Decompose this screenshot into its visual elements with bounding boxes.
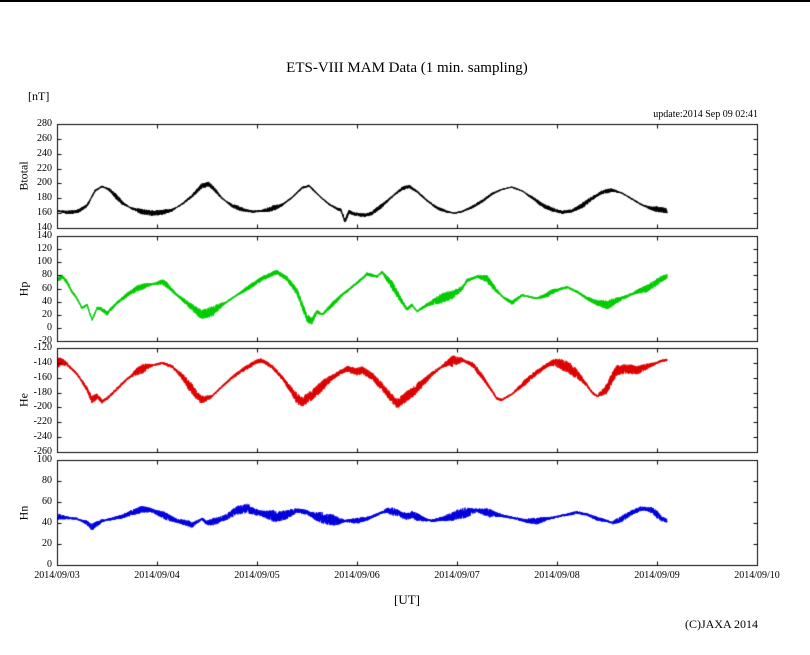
copyright-label: (C)JAXA 2014 (684, 617, 758, 631)
y-tick-label: -120 (33, 342, 52, 353)
chart-title: ETS-VIII MAM Data (1 min. sampling) (286, 60, 528, 76)
y-tick-label: 40 (42, 517, 52, 528)
y-tick-label: -200 (33, 401, 52, 413)
y-tick-label: 140 (37, 222, 52, 233)
y-tick-label: -140 (33, 356, 52, 368)
y-tick-label: 20 (42, 308, 52, 320)
y-tick-label: 60 (42, 496, 52, 507)
y-tick-label: 220 (37, 162, 52, 174)
y-tick-label: 0 (47, 321, 52, 333)
x-axis-label: [UT] (394, 592, 420, 607)
x-tick-label: 2014/09/08 (534, 570, 580, 581)
y-tick-label: -160 (33, 371, 52, 383)
y-tick-label: 60 (42, 282, 52, 294)
x-tick-label: 2014/09/03 (34, 570, 80, 581)
y-tick-label: -240 (33, 431, 52, 443)
y-tick-label: 20 (42, 538, 52, 549)
y-tick-label: -180 (33, 386, 52, 398)
y-tick-label: -260 (33, 446, 52, 457)
y-tick-label: 180 (37, 192, 52, 204)
y-tick-label: -20 (38, 335, 52, 346)
y-unit-label: [nT] (28, 89, 50, 103)
x-tick-label: 2014/09/05 (234, 570, 280, 581)
x-tick-label: 2014/09/10 (734, 570, 780, 581)
y-tick-label: 140 (37, 230, 52, 241)
y-tick-label: 40 (42, 295, 52, 307)
y-tick-label: 120 (37, 243, 52, 255)
y-tick-label: 0 (47, 559, 52, 570)
x-tick-label: 2014/09/07 (434, 570, 480, 581)
update-timestamp: update:2014 Sep 09 02:41 (653, 109, 758, 120)
y-tick-label: 100 (37, 454, 52, 465)
y-tick-label: 260 (37, 132, 52, 144)
y-tick-label: 240 (37, 147, 52, 159)
x-tick-label: 2014/09/09 (634, 570, 680, 581)
x-tick-label: 2014/09/04 (134, 570, 180, 581)
y-tick-label: 100 (37, 256, 52, 268)
y-tick-label: 160 (37, 207, 52, 219)
y-tick-label: 80 (42, 269, 52, 281)
y-tick-label: -220 (33, 416, 52, 428)
y-tick-label: 280 (37, 118, 52, 129)
y-tick-label: 200 (37, 177, 52, 189)
y-tick-label: 80 (42, 475, 52, 486)
x-tick-label: 2014/09/06 (334, 570, 380, 581)
